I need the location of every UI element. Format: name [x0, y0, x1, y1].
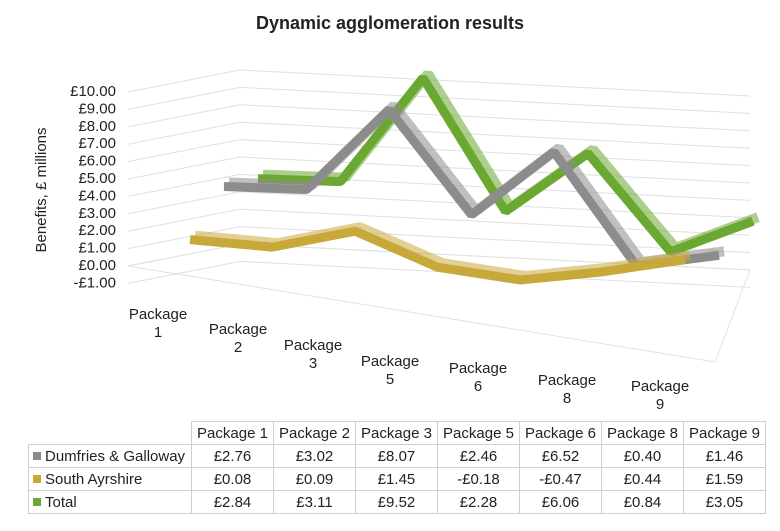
y-tick-label: £1.00 [78, 240, 116, 257]
legend-cell: Total [28, 490, 192, 514]
table-value: £2.84 [191, 490, 274, 514]
table-value: £1.46 [683, 444, 766, 468]
x-tick-label: Package 1 [128, 306, 188, 341]
table-value: £1.45 [355, 467, 438, 491]
table-value: £6.06 [519, 490, 602, 514]
table-value: £0.44 [601, 467, 684, 491]
y-tick-label: £7.00 [78, 135, 116, 152]
y-tick-label: £2.00 [78, 222, 116, 239]
legend-label: Total [45, 493, 77, 511]
table-value: £0.40 [601, 444, 684, 468]
table-header: Package 9 [683, 421, 766, 445]
table-value: £8.07 [355, 444, 438, 468]
table-value: £3.02 [273, 444, 356, 468]
table-value: -£0.18 [437, 467, 520, 491]
table-header: Package 2 [273, 421, 356, 445]
table-header: Package 5 [437, 421, 520, 445]
legend-label: South Ayrshire [45, 470, 143, 488]
legend-cell: Dumfries & Galloway [28, 444, 192, 468]
series-line [189, 226, 686, 285]
x-tick-label: Package 5 [360, 353, 420, 388]
table-header: Package 6 [519, 421, 602, 445]
legend-key [33, 497, 41, 506]
grid-line [127, 226, 751, 254]
y-tick-label: £10.00 [70, 83, 116, 100]
y-tick-label: £9.00 [78, 100, 116, 117]
grid-line [127, 191, 751, 219]
x-tick-label: Package 8 [537, 372, 597, 407]
table-row: South Ayrshire £0.08 £0.09 £1.45 -£0.18 -£0.4… [28, 467, 766, 491]
table-value: £0.09 [273, 467, 356, 491]
grid-line [127, 121, 751, 149]
table-value: £0.08 [191, 467, 274, 491]
table-row: Total £2.84 £3.11 £9.52 £2.28 £6.06 £0.84 £3.05 [28, 490, 766, 514]
y-tick-label: £5.00 [78, 170, 116, 187]
table-value: £9.52 [355, 490, 438, 514]
y-tick-label: £8.00 [78, 118, 116, 135]
y-tick-label: £4.00 [78, 187, 116, 204]
y-tick-label: £0.00 [78, 257, 116, 274]
data-table: Package 1 Package 2 Package 3 Package 5 Pack… [28, 421, 766, 514]
table-corner [28, 421, 192, 445]
chart-title: Dynamic agglomeration results [256, 13, 524, 33]
grid-line [127, 69, 751, 97]
table-header: Package 8 [601, 421, 684, 445]
x-tick-label: Package 2 [208, 321, 268, 356]
legend-label: Dumfries & Galloway [45, 447, 186, 465]
y-tick-label: £3.00 [78, 205, 116, 222]
grid-line [127, 208, 751, 236]
table-header-row: Package 1 Package 2 Package 3 Package 5 Pack… [28, 421, 766, 445]
table-value: £2.28 [437, 490, 520, 514]
y-tick-label: £6.00 [78, 153, 116, 170]
table-value: £3.05 [683, 490, 766, 514]
x-tick-label: Package 9 [630, 378, 690, 413]
table-value: -£0.47 [519, 467, 602, 491]
legend-key [33, 451, 41, 460]
table-header: Package 3 [355, 421, 438, 445]
grid-line [127, 104, 751, 132]
table-value: £3.11 [273, 490, 356, 514]
legend-cell: South Ayrshire [28, 467, 192, 491]
table-value: £1.59 [683, 467, 766, 491]
table-header: Package 1 [191, 421, 274, 445]
table-row: Dumfries & Galloway £2.76 £3.02 £8.07 £2.46 £… [28, 444, 766, 468]
table-value: £2.76 [191, 444, 274, 468]
y-axis-label: Benefits, £ millions [33, 127, 50, 252]
table-value: £0.84 [601, 490, 684, 514]
grid-line [127, 260, 751, 288]
table-value: £6.52 [519, 444, 602, 468]
grid-line [127, 86, 751, 114]
legend-key [33, 474, 41, 483]
series-line [257, 74, 755, 257]
x-tick-label: Package 6 [448, 360, 508, 395]
x-tick-label: Package 3 [283, 337, 343, 372]
y-tick-label: -£1.00 [73, 274, 116, 291]
table-value: £2.46 [437, 444, 520, 468]
